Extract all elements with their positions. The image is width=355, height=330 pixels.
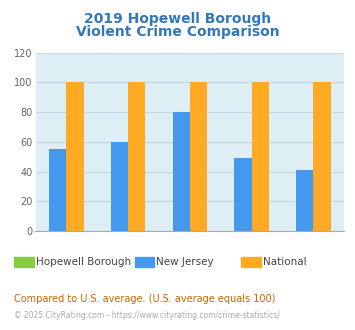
Text: New Jersey: New Jersey bbox=[156, 257, 214, 267]
Text: © 2025 CityRating.com - https://www.cityrating.com/crime-statistics/: © 2025 CityRating.com - https://www.city… bbox=[14, 311, 280, 320]
Bar bbox=[190, 82, 207, 231]
Text: Violent Crime Comparison: Violent Crime Comparison bbox=[76, 25, 279, 39]
Bar bbox=[252, 82, 269, 231]
Bar bbox=[313, 82, 331, 231]
Text: Hopewell Borough: Hopewell Borough bbox=[36, 257, 131, 267]
Bar bbox=[111, 142, 128, 231]
Bar bbox=[66, 82, 84, 231]
Bar bbox=[234, 158, 252, 231]
Bar bbox=[173, 112, 190, 231]
Bar bbox=[296, 170, 313, 231]
Bar bbox=[128, 82, 146, 231]
Text: Compared to U.S. average. (U.S. average equals 100): Compared to U.S. average. (U.S. average … bbox=[14, 294, 275, 304]
Text: National: National bbox=[263, 257, 306, 267]
Text: 2019 Hopewell Borough: 2019 Hopewell Borough bbox=[84, 12, 271, 25]
Bar bbox=[49, 149, 66, 231]
